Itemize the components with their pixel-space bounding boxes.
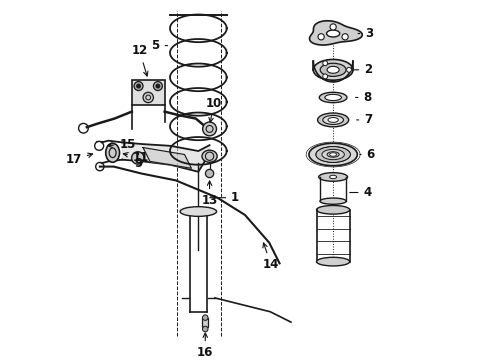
Text: 10: 10 bbox=[206, 97, 222, 122]
Text: 4: 4 bbox=[350, 186, 372, 199]
Ellipse shape bbox=[316, 147, 350, 162]
Ellipse shape bbox=[106, 143, 120, 162]
Ellipse shape bbox=[320, 63, 346, 76]
Polygon shape bbox=[310, 21, 362, 45]
Ellipse shape bbox=[330, 175, 337, 179]
Ellipse shape bbox=[317, 206, 350, 214]
Text: 7: 7 bbox=[357, 113, 372, 126]
Ellipse shape bbox=[309, 143, 357, 166]
Text: 12: 12 bbox=[131, 44, 148, 76]
Text: 1: 1 bbox=[210, 191, 239, 204]
Ellipse shape bbox=[325, 94, 342, 100]
Circle shape bbox=[342, 34, 348, 40]
Ellipse shape bbox=[322, 149, 344, 159]
Circle shape bbox=[202, 315, 208, 320]
Text: 6: 6 bbox=[360, 148, 375, 161]
Polygon shape bbox=[143, 148, 192, 168]
Circle shape bbox=[153, 82, 162, 91]
Text: 3: 3 bbox=[358, 27, 373, 40]
Ellipse shape bbox=[319, 92, 347, 103]
Circle shape bbox=[202, 326, 208, 332]
Circle shape bbox=[323, 61, 328, 66]
Ellipse shape bbox=[323, 116, 343, 125]
Circle shape bbox=[143, 92, 153, 103]
Ellipse shape bbox=[330, 153, 337, 156]
Ellipse shape bbox=[202, 150, 217, 162]
Text: 11: 11 bbox=[123, 152, 149, 165]
Text: 16: 16 bbox=[197, 333, 214, 359]
Circle shape bbox=[346, 67, 351, 72]
Text: 5: 5 bbox=[151, 39, 168, 52]
Text: 8: 8 bbox=[356, 91, 372, 104]
Ellipse shape bbox=[327, 152, 339, 157]
Circle shape bbox=[318, 34, 324, 40]
Ellipse shape bbox=[317, 257, 350, 266]
Text: 17: 17 bbox=[66, 153, 93, 166]
Circle shape bbox=[203, 122, 217, 136]
Ellipse shape bbox=[313, 59, 353, 80]
Polygon shape bbox=[122, 143, 210, 172]
Circle shape bbox=[323, 74, 328, 79]
Ellipse shape bbox=[320, 198, 346, 204]
Ellipse shape bbox=[327, 66, 339, 73]
Text: 9: 9 bbox=[134, 153, 143, 170]
Circle shape bbox=[137, 84, 141, 88]
Text: 15: 15 bbox=[108, 138, 136, 150]
Bar bbox=[202, 318, 208, 327]
Circle shape bbox=[205, 169, 214, 177]
Circle shape bbox=[134, 82, 143, 91]
Ellipse shape bbox=[180, 207, 217, 216]
Bar bbox=[132, 80, 165, 105]
Text: 13: 13 bbox=[201, 181, 218, 207]
Ellipse shape bbox=[326, 30, 340, 37]
Text: 2: 2 bbox=[354, 63, 372, 76]
Text: 14: 14 bbox=[263, 243, 279, 271]
Ellipse shape bbox=[318, 113, 349, 127]
Circle shape bbox=[330, 24, 336, 30]
Ellipse shape bbox=[318, 173, 347, 181]
Ellipse shape bbox=[328, 117, 338, 122]
Circle shape bbox=[132, 152, 144, 164]
Circle shape bbox=[156, 84, 160, 88]
